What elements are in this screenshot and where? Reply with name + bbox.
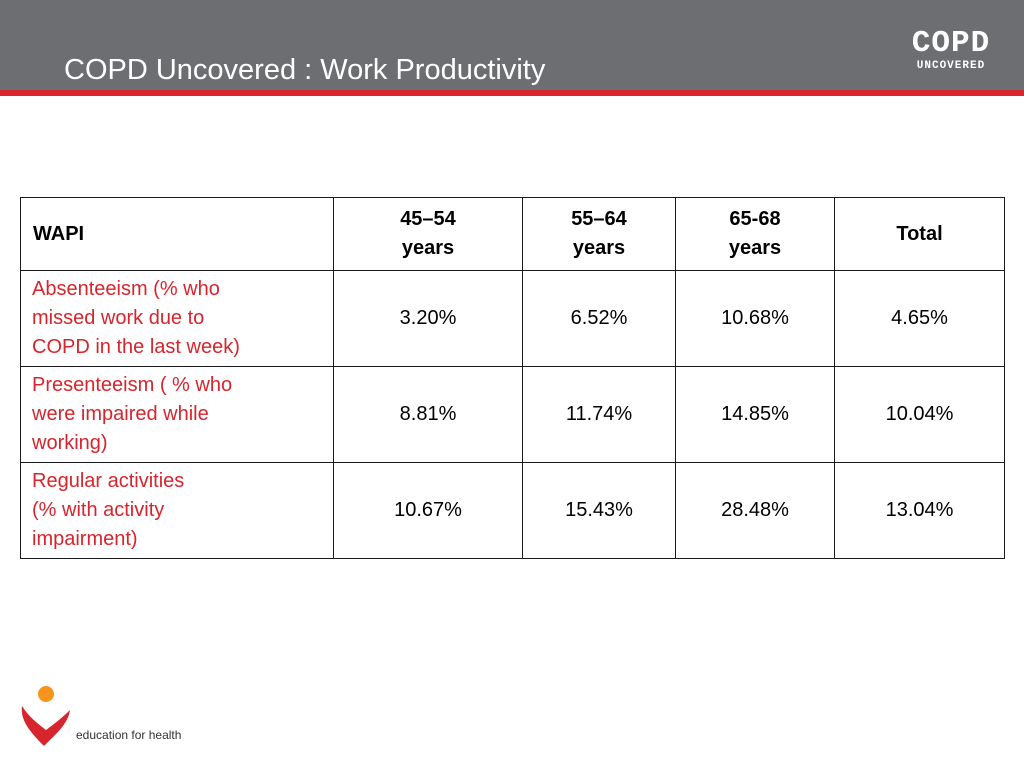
table-cell: 11.74% xyxy=(522,366,676,463)
column-header-wapi: WAPI xyxy=(20,197,334,271)
header-divider xyxy=(0,90,1024,96)
table-cell: 13.04% xyxy=(834,462,1005,559)
table-cell: 10.04% xyxy=(834,366,1005,463)
table-cell: 6.52% xyxy=(522,270,676,367)
column-header-total: Total xyxy=(834,197,1005,271)
education-for-health-logo: education for health xyxy=(18,684,182,754)
header-bar: COPD Uncovered : Work Productivity COPD … xyxy=(0,0,1024,90)
table-cell: 10.67% xyxy=(333,462,523,559)
table-cell: 28.48% xyxy=(675,462,835,559)
column-header-55-64: 55–64 years xyxy=(522,197,676,271)
table-cell: 15.43% xyxy=(522,462,676,559)
table-cell: 3.20% xyxy=(333,270,523,367)
table-cell: 14.85% xyxy=(675,366,835,463)
column-header-45-54: 45–54 years xyxy=(333,197,523,271)
row-label-presenteeism: Presenteeism ( % who were impaired while… xyxy=(20,366,334,463)
row-label-regular-activities: Regular activities (% with activity impa… xyxy=(20,462,334,559)
table-cell: 4.65% xyxy=(834,270,1005,367)
table-row-absenteeism: Absenteeism (% who missed work due to CO… xyxy=(20,270,1005,367)
column-header-65-68: 65-68 years xyxy=(675,197,835,271)
brand-logo-main: COPD xyxy=(911,26,991,61)
heart-figure-icon xyxy=(21,686,70,746)
table-row-regular-activities: Regular activities (% with activity impa… xyxy=(20,462,1005,559)
brand-logo-sub: UNCOVERED xyxy=(916,60,986,72)
wapi-table: WAPI 45–54 years 55–64 years 65-68 years… xyxy=(20,197,1005,559)
table-cell: 10.68% xyxy=(675,270,835,367)
table-row-presenteeism: Presenteeism ( % who were impaired while… xyxy=(20,366,1005,463)
table-cell: 8.81% xyxy=(333,366,523,463)
table-header-row: WAPI 45–54 years 55–64 years 65-68 years… xyxy=(20,197,1005,271)
row-label-absenteeism: Absenteeism (% who missed work due to CO… xyxy=(20,270,334,367)
slide-title: COPD Uncovered : Work Productivity xyxy=(64,54,546,86)
copd-uncovered-logo: COPD UNCOVERED xyxy=(906,26,996,73)
logo-text: education for health xyxy=(76,728,182,742)
